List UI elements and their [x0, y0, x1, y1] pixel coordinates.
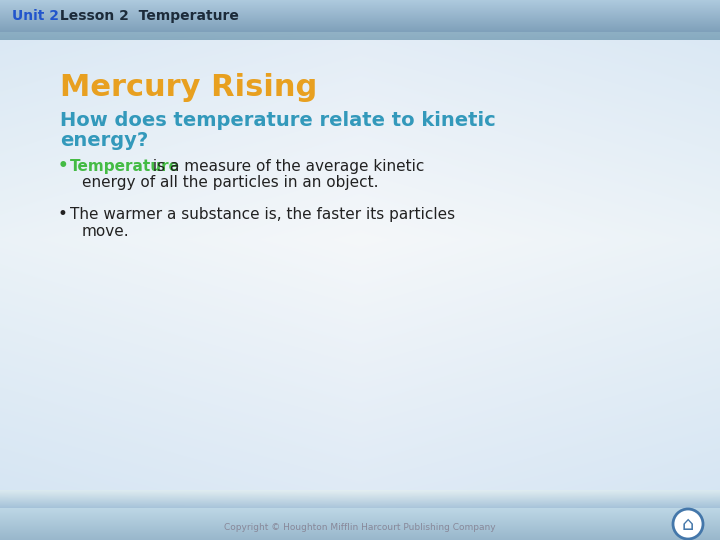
Circle shape: [673, 509, 703, 539]
Text: energy of all the particles in an object.: energy of all the particles in an object…: [82, 176, 379, 191]
Text: move.: move.: [82, 225, 130, 240]
Text: energy?: energy?: [60, 131, 148, 150]
Text: Mercury Rising: Mercury Rising: [60, 72, 318, 102]
Text: •: •: [58, 157, 68, 175]
Text: Temperature: Temperature: [70, 159, 180, 173]
Text: Lesson 2  Temperature: Lesson 2 Temperature: [55, 9, 239, 23]
Text: How does temperature relate to kinetic: How does temperature relate to kinetic: [60, 111, 496, 130]
Text: •: •: [58, 205, 68, 223]
Text: is a measure of the average kinetic: is a measure of the average kinetic: [148, 159, 424, 173]
Text: Copyright © Houghton Mifflin Harcourt Publishing Company: Copyright © Houghton Mifflin Harcourt Pu…: [224, 523, 496, 532]
Text: The warmer a substance is, the faster its particles: The warmer a substance is, the faster it…: [70, 206, 455, 221]
Text: Unit 2: Unit 2: [12, 9, 59, 23]
Text: ⌂: ⌂: [682, 515, 694, 534]
